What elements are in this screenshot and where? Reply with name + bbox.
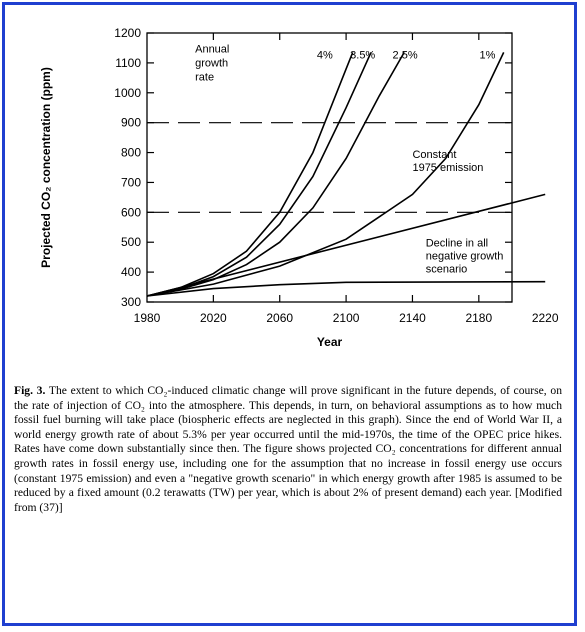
growth-rate-annotation: Annual [195,43,229,55]
y-tick-label: 300 [121,295,141,309]
x-tick-label: 2020 [200,311,227,325]
y-tick-label: 700 [121,175,141,189]
constant-emission-annotation: Constant [412,149,456,161]
growth-rate-annotation: rate [195,71,214,83]
constant-emission-annotation: 1975 emission [412,162,483,174]
y-tick-label: 600 [121,205,141,219]
x-tick-label: 1980 [134,311,161,325]
series-lines [146,52,546,297]
figure-caption: Fig. 3. The extent to which CO₂-induced … [14,384,562,515]
decline-scenario-annotation: scenario [426,264,468,276]
caption-figure-label: Fig. 3. [14,384,46,397]
x-tick-label: 2140 [399,311,426,325]
co2-projection-chart: 300 400 500 600 700 800 900 1000 1100 1200 1980 202… [39,26,559,349]
x-tick-label: 2220 [532,311,559,325]
decline-scenario-annotation: Decline in all [426,238,488,250]
series-label-4pct: 4% [317,49,333,61]
growth-rate-annotation: growth [195,57,228,69]
figure-frame [2,2,577,626]
x-tick-label: 2060 [266,311,293,325]
y-tick-label: 400 [121,265,141,279]
x-tick-label: 2180 [465,311,492,325]
y-tick-label: 800 [121,146,141,160]
x-tick-label: 2100 [333,311,360,325]
y-tick-label: 500 [121,235,141,249]
series-label-3-5pct: 3.5% [350,49,375,61]
decline-scenario-annotation: negative growth [426,251,504,263]
axis-ticks: 300 400 500 600 700 800 900 1000 1100 1200 1980 202… [114,26,559,325]
y-tick-label: 900 [121,116,141,130]
series-label-1pct: 1% [480,49,496,61]
y-tick-label: 1000 [114,86,141,100]
series-label-2-5pct: 2.5% [393,49,418,61]
y-tick-label: 1100 [115,56,141,70]
x-axis-label: Year [317,335,343,349]
caption-text: The extent to which CO₂-induced climatic… [14,384,562,514]
series-line-0 [146,52,354,297]
y-tick-label: 1200 [114,26,141,40]
series-line-4 [146,193,546,297]
y-axis-label: Projected CO₂ concentration (ppm) [39,67,53,268]
series-line-2 [146,52,405,297]
plot-area [146,32,513,303]
series-line-5 [146,280,546,297]
annotations: 4% 3.5% 2.5% 1% Annual growth rate Constant1975… [195,43,503,275]
series-line-3 [146,52,505,297]
